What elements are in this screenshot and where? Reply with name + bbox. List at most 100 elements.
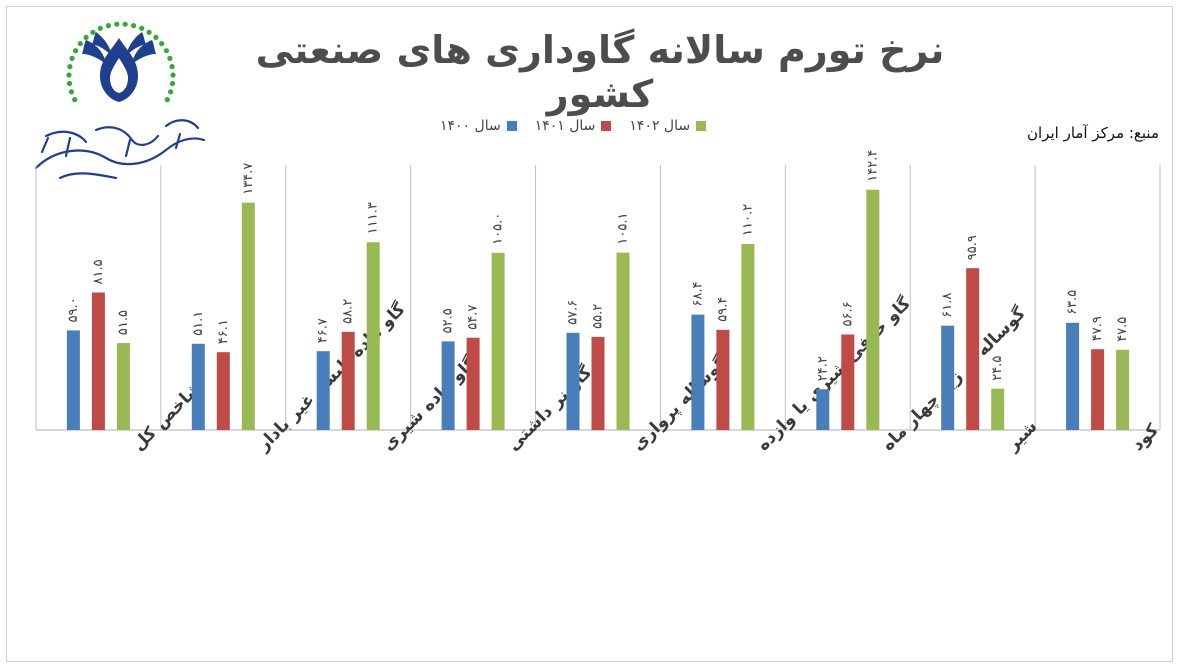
- data-label: ۱۳۴.۷: [241, 163, 256, 195]
- data-label: ۱۴۲.۴: [865, 150, 880, 182]
- star-icon: [159, 41, 165, 47]
- bar: [441, 341, 455, 430]
- source-note: منبع: مرکز آمار ایران: [1027, 124, 1159, 142]
- bar: [816, 389, 830, 430]
- association-logo: [34, 21, 206, 180]
- bar: [1091, 349, 1105, 430]
- data-label: ۲۴.۲: [815, 356, 830, 381]
- star-icon: [167, 55, 173, 62]
- star-icon: [77, 41, 83, 47]
- bar: [366, 242, 380, 430]
- star-icon: [169, 80, 176, 87]
- star-icon: [163, 48, 169, 54]
- data-label: ۶۳.۵: [1065, 290, 1080, 315]
- logo-calligraphy: [34, 119, 206, 180]
- data-label: ۵۱.۵: [116, 310, 131, 335]
- star-icon: [168, 89, 174, 95]
- data-label: ۴۶.۱: [216, 319, 231, 344]
- data-label: ۵۷.۶: [566, 300, 581, 325]
- bar: [716, 329, 730, 430]
- chart-legend: سال ۱۴۰۰ سال ۱۴۰۱ سال ۱۴۰۲: [440, 118, 707, 134]
- data-label: ۵۵.۲: [591, 304, 606, 329]
- bar: [191, 343, 205, 430]
- category-label: گاو ماده شیری: [378, 352, 481, 455]
- legend-item-1400: سال ۱۴۰۰: [440, 118, 517, 134]
- star-ring-icon: [66, 21, 176, 103]
- category-label: گاو نر داشتی: [503, 362, 596, 455]
- bar: [741, 244, 755, 430]
- chart-title: نرخ تورم سالانه گاوداری های صنعتی کشور: [255, 28, 945, 116]
- data-label: ۶۸.۴: [690, 282, 705, 307]
- legend-label-1400: سال ۱۴۰۰: [440, 118, 501, 134]
- data-label: ۸۱.۵: [91, 259, 106, 284]
- data-label: ۱۱۰.۲: [740, 204, 755, 236]
- data-label: ۵۸.۲: [341, 299, 356, 324]
- legend-label-1402: سال ۱۴۰۲: [629, 118, 691, 134]
- bar: [616, 252, 630, 430]
- bar: [66, 330, 80, 430]
- data-label: ۵۶.۶: [840, 301, 855, 326]
- bar: [91, 292, 105, 430]
- data-label: ۹۵.۹: [965, 235, 980, 260]
- bar: [691, 314, 705, 430]
- bar: [216, 352, 230, 430]
- bar: [966, 268, 980, 430]
- star-icon: [170, 72, 176, 78]
- bar: [241, 202, 255, 430]
- category-label: گوساله پرواری: [628, 352, 731, 455]
- star-icon: [90, 29, 96, 35]
- bar: [341, 331, 355, 430]
- legend-swatch-1401: [601, 121, 612, 131]
- legend-item-1401: سال ۱۴۰۱: [535, 118, 612, 134]
- star-icon: [164, 97, 170, 103]
- star-icon: [67, 64, 73, 70]
- bar: [941, 325, 955, 430]
- star-icon: [114, 21, 120, 27]
- bar: [316, 351, 330, 430]
- star-icon: [139, 25, 145, 31]
- data-label: ۱۱۱.۳: [366, 202, 381, 234]
- data-label: ۵۹.۴: [715, 297, 730, 322]
- chart-frame: [6, 6, 1173, 662]
- star-icon: [83, 34, 89, 40]
- bar: [116, 343, 130, 430]
- data-label: ۵۹.۰: [66, 297, 81, 322]
- bar: [991, 388, 1005, 430]
- star-icon: [105, 23, 111, 29]
- star-icon: [68, 89, 74, 95]
- bar: [841, 334, 855, 430]
- star-icon: [97, 25, 103, 31]
- legend-swatch-1402: [696, 121, 707, 131]
- bar: [1116, 349, 1130, 430]
- data-label: ۵۲.۵: [441, 308, 456, 333]
- data-label: ۴۷.۵: [1115, 317, 1130, 342]
- data-label: ۲۴.۵: [990, 356, 1005, 381]
- star-icon: [122, 21, 128, 27]
- legend-item-1402: سال ۱۴۰۲: [629, 118, 707, 134]
- data-label: ۵۴.۷: [466, 305, 481, 330]
- bar: [866, 189, 880, 430]
- bar: [1066, 322, 1080, 430]
- data-label: ۶۱.۸: [940, 293, 955, 318]
- star-icon: [69, 55, 75, 62]
- bar: [491, 252, 505, 430]
- flame-emblem-icon: [82, 32, 156, 102]
- star-icon: [72, 97, 78, 103]
- star-icon: [146, 29, 152, 35]
- bar: [591, 336, 605, 431]
- legend-label-1401: سال ۱۴۰۱: [534, 118, 596, 134]
- star-icon: [169, 64, 175, 70]
- legend-swatch-1400: [506, 121, 517, 131]
- data-label: ۱۰۵.۰: [491, 213, 506, 245]
- bar: [466, 337, 480, 430]
- star-icon: [153, 34, 159, 40]
- data-label: ۴۶.۷: [316, 318, 331, 343]
- star-icon: [66, 80, 73, 87]
- star-icon: [131, 23, 137, 29]
- bar: [566, 332, 580, 430]
- category-label: کود: [1128, 420, 1163, 455]
- star-icon: [66, 72, 72, 78]
- data-label: ۴۷.۹: [1090, 316, 1105, 341]
- data-label: ۱۰۵.۱: [616, 213, 631, 245]
